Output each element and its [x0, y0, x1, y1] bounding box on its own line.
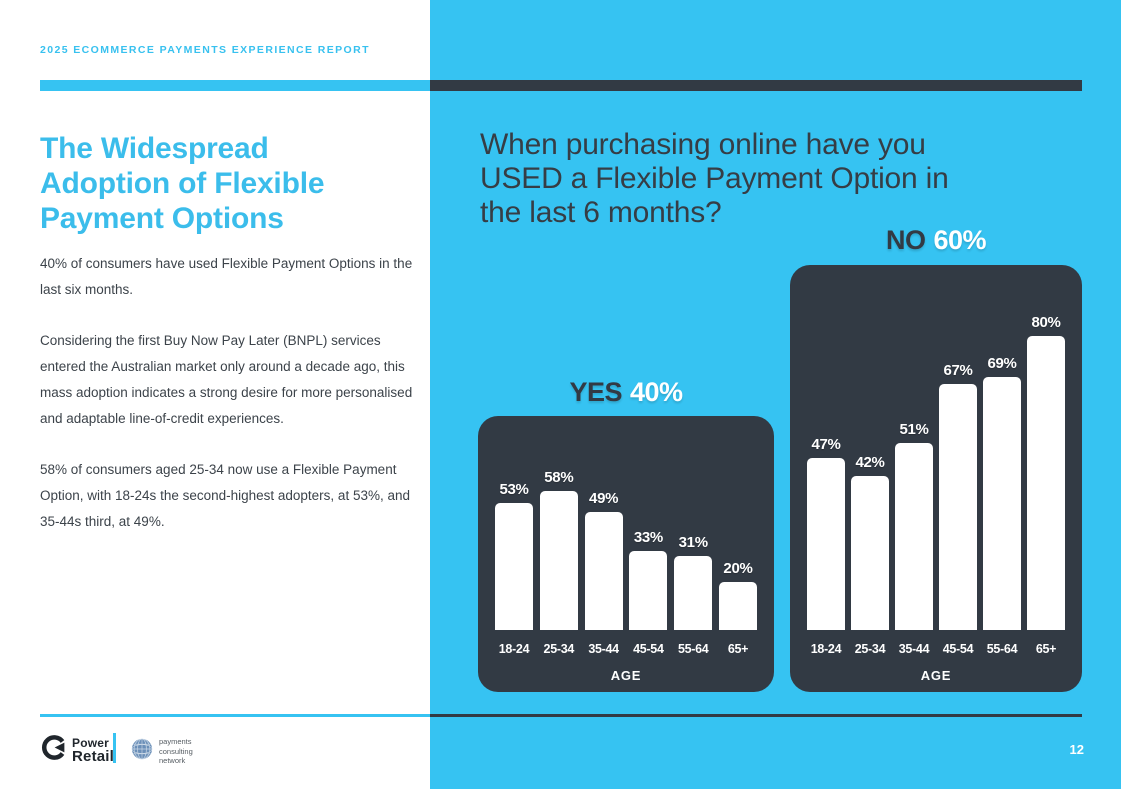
footer-accent-line-blue — [40, 714, 430, 717]
bar — [851, 476, 889, 630]
bar-column: 20% 65+ — [718, 560, 758, 656]
bar-column: 42% 25-34 — [850, 454, 890, 656]
payments-consulting-network-wordmark: payments consulting network — [159, 737, 193, 766]
footer-logo-divider — [113, 733, 116, 763]
paragraph: 58% of consumers aged 25-34 now use a Fl… — [40, 462, 410, 529]
chart-title-label: YES — [569, 377, 622, 407]
age-category-label: 18-24 — [810, 642, 842, 656]
age-category-label: 45-54 — [942, 642, 974, 656]
bar — [718, 582, 757, 630]
chart-title-value: 40% — [629, 377, 683, 407]
survey-question-line: USED a Flexible Payment Option in — [480, 162, 949, 195]
page-title-line: Payment Options — [40, 202, 284, 235]
power-retail-word: Power — [72, 735, 110, 750]
body-copy: 40% of consumers have used Flexible Paym… — [40, 251, 430, 560]
bar-chart-no: 47% 18-24 42% 25-34 51% 35-44 67% 45-54 69% 55-64… — [790, 265, 1082, 692]
power-retail-wordmark: Power Retail — [72, 737, 114, 764]
bar-column: 31% 55-64 — [673, 534, 713, 656]
bar-value-label: 51% — [899, 421, 929, 438]
page-title-line: Adoption of Flexible — [40, 167, 325, 200]
age-category-label: 18-24 — [498, 642, 530, 656]
x-axis-label: AGE — [610, 668, 642, 683]
bar-value-label: 49% — [589, 490, 619, 507]
chart-title-value: 60% — [933, 225, 987, 255]
bar — [539, 491, 578, 630]
pcn-word: payments — [159, 737, 192, 746]
bar — [807, 458, 845, 630]
pcn-word: network — [159, 756, 186, 765]
bar-column: 53% 18-24 — [494, 481, 534, 656]
page-number: 12 — [1069, 742, 1084, 757]
bar-column: 33% 45-54 — [628, 529, 668, 656]
bar-value-label: 33% — [633, 529, 663, 546]
page-title: The Widespread Adoption of Flexible Paym… — [40, 131, 420, 236]
bar-chart-yes: 53% 18-24 58% 25-34 49% 35-44 33% 45-54 31% 55-64… — [478, 416, 774, 692]
bar-value-label: 67% — [943, 362, 973, 379]
chart-title-label: NO — [885, 225, 926, 255]
survey-question-line: the last 6 months? — [480, 196, 722, 229]
bar — [674, 556, 713, 630]
bar-value-label: 58% — [544, 469, 574, 486]
age-category-label: 35-44 — [588, 642, 619, 656]
bar-value-label: 53% — [499, 481, 529, 498]
age-category-label: 35-44 — [898, 642, 930, 656]
bar-column: 47% 18-24 — [806, 436, 846, 656]
bar-value-label: 20% — [723, 560, 753, 577]
age-category-label: 55-64 — [986, 642, 1018, 656]
chart-title-yes: YES 40% — [478, 377, 774, 408]
pcn-word: consulting — [159, 746, 193, 756]
survey-question: When purchasing online have you USED a F… — [480, 128, 1100, 230]
age-category-label: 25-34 — [854, 642, 886, 656]
top-accent-bar-dark — [430, 80, 1082, 91]
bar — [629, 551, 668, 630]
bar-column: 58% 25-34 — [539, 469, 579, 656]
bar-value-label: 47% — [811, 436, 841, 453]
x-axis-label: AGE — [920, 668, 952, 683]
bar-column: 69% 55-64 — [982, 355, 1022, 656]
top-accent-bar-blue — [40, 80, 430, 91]
bar — [584, 512, 623, 630]
bar-value-label: 69% — [987, 355, 1017, 372]
bar — [983, 377, 1021, 630]
page-title-line: The Widespread — [40, 132, 269, 165]
power-retail-word: Retail — [72, 747, 115, 765]
report-title-label: 2025 ECOMMERCE PAYMENTS EXPERIENCE REPOR… — [40, 44, 370, 56]
bar — [895, 443, 933, 630]
globe-icon — [131, 738, 153, 765]
bar-value-label: 31% — [678, 534, 708, 551]
age-category-label: 25-34 — [543, 642, 575, 656]
bar-column: 67% 45-54 — [938, 362, 978, 656]
bars-row: 53% 18-24 58% 25-34 49% 35-44 33% 45-54 31% 55-64… — [494, 469, 758, 656]
age-category-label: 55-64 — [677, 642, 709, 656]
age-category-label: 45-54 — [633, 642, 664, 656]
bar-column: 80% 65+ — [1026, 314, 1066, 656]
survey-question-line: When purchasing online have you — [480, 128, 926, 161]
bar-column: 51% 35-44 — [894, 421, 934, 656]
power-retail-logo: Power Retail — [40, 734, 114, 766]
chart-title-no: NO 60% — [790, 225, 1082, 256]
bar-column: 49% 35-44 — [584, 490, 624, 656]
payments-consulting-network-logo: payments consulting network — [131, 737, 193, 766]
age-category-label: 65+ — [727, 642, 749, 656]
paragraph: Considering the first Buy Now Pay Later … — [40, 333, 413, 426]
bar — [495, 503, 533, 630]
age-category-label: 65+ — [1035, 642, 1057, 656]
circular-arrow-icon — [40, 734, 67, 766]
bar-value-label: 42% — [855, 454, 885, 471]
paragraph: 40% of consumers have used Flexible Paym… — [40, 256, 413, 297]
footer-accent-line-dark — [430, 714, 1082, 717]
bar-value-label: 80% — [1031, 314, 1061, 331]
bars-row: 47% 18-24 42% 25-34 51% 35-44 67% 45-54 69% 55-64… — [806, 314, 1066, 656]
bar — [1027, 336, 1065, 630]
bar — [939, 384, 977, 630]
